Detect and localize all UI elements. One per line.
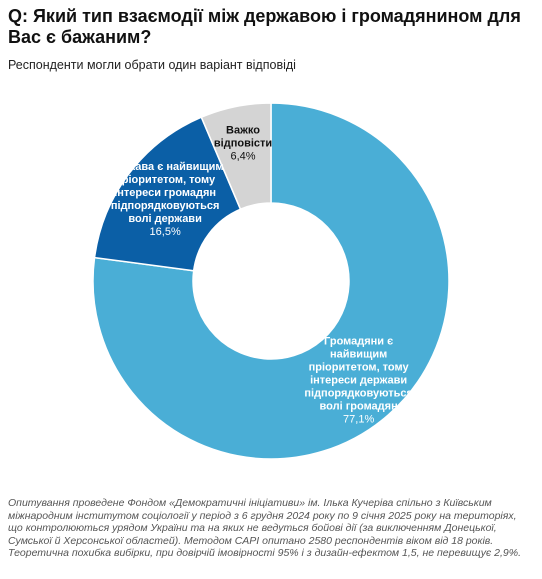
donut-slice [200,102,272,211]
footnote: Опитування проведене Фондом «Демократичн… [8,497,522,559]
donut-slice [92,102,450,460]
chart [92,102,450,460]
slice-label: Громадяни є найвищим пріоритетом, тому і… [299,336,419,427]
slice-value: 6,4% [230,150,256,163]
slice-value: 77,1% [343,413,375,426]
slice-label: Важко відповісти 6,4% [208,124,278,163]
slice-name: Громадяни є найвищим пріоритетом, тому і… [304,335,413,413]
slice-value: 16,5% [149,226,181,239]
slice-label: Держава є найвищим пріоритетом, тому інт… [103,161,228,239]
slice-name: Держава є найвищим пріоритетом, тому інт… [106,161,224,226]
chart-subtitle: Респонденти могли обрати один варіант ві… [8,58,296,72]
slice-name: Важко відповісти [213,124,273,150]
chart-title: Q: Який тип взаємодії між державою і гро… [8,6,521,47]
donut-slice [93,116,242,272]
